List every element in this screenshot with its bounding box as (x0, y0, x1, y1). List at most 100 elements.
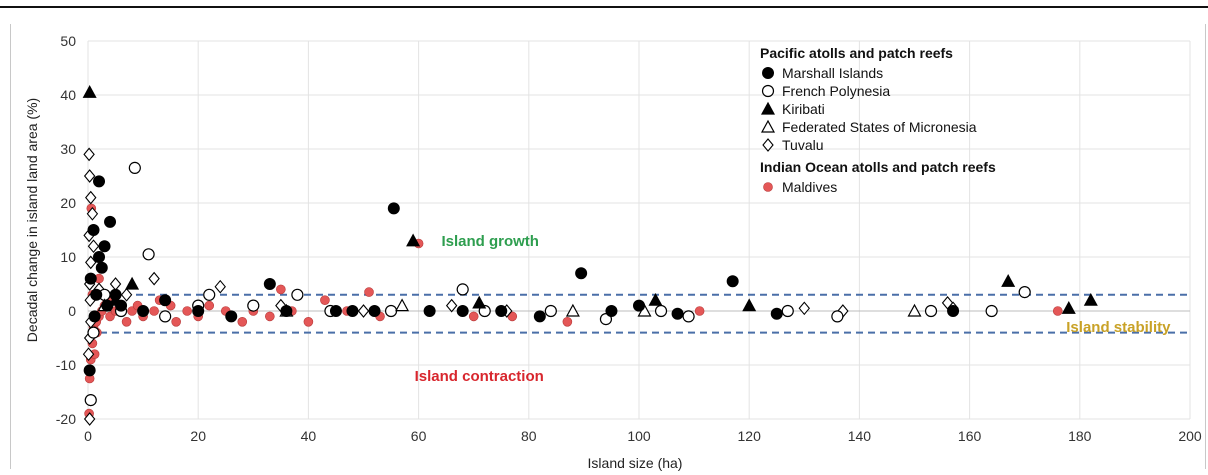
point-tuvalu (148, 271, 160, 286)
legend-marker-maldives (763, 182, 773, 192)
point-maldives (265, 311, 275, 322)
x-tick-label: 80 (521, 428, 537, 444)
legend-entry-label: French Polynesia (782, 83, 890, 99)
legend-entry-label: Tuvalu (782, 137, 824, 153)
point-french-polynesia (291, 288, 304, 301)
point-tuvalu (109, 277, 122, 291)
point-french-polynesia (1018, 286, 1031, 299)
point-tuvalu (214, 279, 226, 294)
point-kiribati (406, 233, 421, 247)
point-maldives (562, 316, 573, 327)
legend-entry-label: Federated States of Micronesia (782, 119, 977, 135)
point-marshall-islands (98, 240, 111, 253)
point-maldives (468, 311, 479, 322)
point-french-polynesia (142, 248, 155, 261)
x-tick-label: 180 (1068, 428, 1092, 444)
legend-group-heading: Pacific atolls and patch reefs (760, 45, 953, 61)
point-marshall-islands (101, 299, 114, 312)
y-tick-label: 50 (60, 33, 76, 49)
x-tick-label: 40 (301, 428, 317, 444)
point-french-polynesia (985, 304, 998, 318)
point-marshall-islands (671, 307, 684, 320)
point-marshall-islands (87, 224, 100, 236)
point-french-polynesia (654, 304, 668, 318)
point-tuvalu (85, 190, 97, 205)
point-french-polynesia (203, 288, 216, 301)
point-french-polynesia (128, 161, 141, 174)
x-tick-label: 140 (848, 428, 872, 444)
point-marshall-islands (159, 294, 172, 307)
point-french-polynesia (599, 313, 613, 326)
point-marshall-islands (329, 305, 342, 317)
point-marshall-islands (387, 202, 400, 215)
point-marshall-islands (575, 267, 588, 280)
tick-labels: 0 20 40 60 80 100 120 140 160 180 200 -20 -10 0 10 20 30… (56, 33, 1202, 444)
point-tuvalu (798, 301, 811, 316)
point-marshall-islands (456, 305, 469, 317)
point-maldives (1052, 306, 1063, 316)
point-french-polynesia (87, 326, 100, 339)
point-marshall-islands (605, 305, 618, 317)
grid-lines (87, 40, 1191, 420)
point-federated-states-of-micronesia (395, 298, 410, 312)
point-french-polynesia (682, 310, 695, 323)
point-maldives (694, 306, 705, 316)
legend-marker-kiribati (760, 101, 776, 115)
annotation-island-stability: Island stability (1066, 319, 1171, 336)
point-tuvalu (445, 298, 458, 313)
point-maldives (204, 300, 215, 311)
x-tick-label: 60 (411, 428, 427, 444)
point-french-polynesia (456, 283, 469, 296)
point-marshall-islands (104, 215, 117, 228)
legend-entry-label: Marshall Islands (782, 65, 883, 81)
legend-marker-marshall-islands (762, 67, 774, 79)
y-tick-label: -10 (56, 357, 76, 373)
point-french-polynesia (384, 304, 398, 318)
legend-entry-label: Kiribati (782, 101, 825, 117)
point-kiribati (82, 85, 97, 98)
point-marshall-islands (346, 305, 359, 317)
x-tick-label: 120 (738, 428, 762, 444)
point-marshall-islands (93, 251, 106, 263)
point-federated-states-of-micronesia (565, 303, 580, 317)
point-tuvalu (357, 304, 370, 318)
x-tick-label: 100 (627, 428, 651, 444)
point-kiribati (472, 295, 487, 309)
point-french-polynesia (84, 394, 97, 407)
point-marshall-islands (192, 305, 205, 317)
y-tick-label: 0 (68, 303, 76, 319)
point-marshall-islands (88, 310, 101, 323)
point-federated-states-of-micronesia (907, 303, 922, 317)
point-marshall-islands (90, 288, 103, 301)
point-maldives (364, 287, 374, 297)
point-french-polynesia (924, 304, 938, 318)
point-marshall-islands (225, 310, 238, 323)
point-tuvalu (83, 412, 96, 426)
data-points (82, 85, 1098, 426)
point-marshall-islands (947, 305, 960, 317)
point-tuvalu (120, 287, 133, 302)
y-axis-label: Decadal change in island land area (%) (24, 98, 40, 342)
point-maldives (320, 295, 330, 306)
point-marshall-islands (137, 305, 150, 317)
point-marshall-islands (84, 272, 97, 285)
point-maldives (149, 306, 159, 316)
point-maldives (237, 316, 248, 327)
point-marshall-islands (263, 278, 276, 290)
stability-band-lines (88, 293, 1190, 334)
legend: Pacific atolls and patch reefs Marshall I… (760, 45, 996, 195)
x-axis-label: Island size (ha) (588, 455, 683, 471)
point-tuvalu (82, 347, 95, 362)
point-french-polynesia (159, 310, 172, 323)
point-maldives (276, 284, 286, 295)
point-marshall-islands (533, 310, 546, 323)
point-marshall-islands (495, 305, 508, 317)
point-marshall-islands (83, 364, 96, 377)
point-kiribati (1061, 301, 1076, 314)
legend-marker-tuvalu (762, 138, 774, 152)
legend-marker-french-polynesia (761, 84, 775, 98)
point-maldives (303, 316, 314, 327)
point-french-polynesia (781, 304, 794, 318)
point-tuvalu (86, 206, 99, 221)
x-tick-label: 20 (190, 428, 206, 444)
